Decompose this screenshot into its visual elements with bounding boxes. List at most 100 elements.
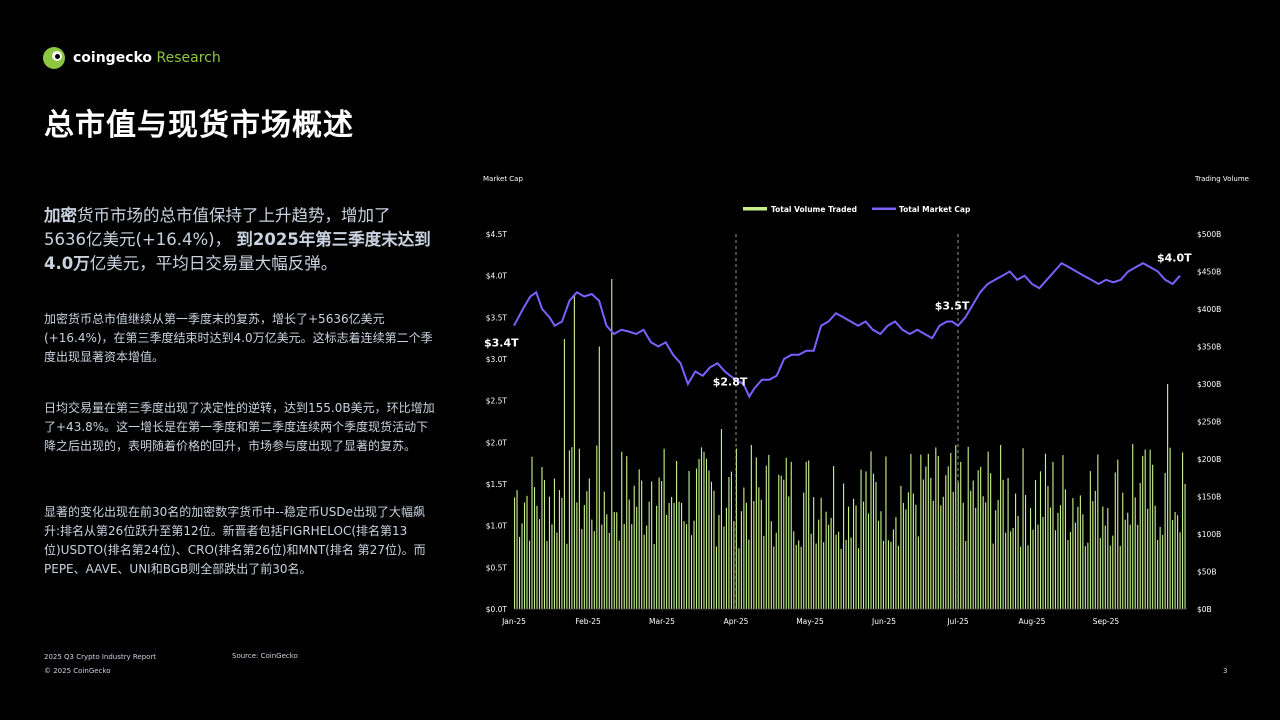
volume-bar xyxy=(840,548,842,609)
volume-bar xyxy=(526,495,528,609)
x-tick-label: May-25 xyxy=(796,617,824,626)
page-title: 总市值与现货市场概述 xyxy=(44,108,354,143)
volume-bar xyxy=(653,544,655,609)
volume-bar xyxy=(1182,452,1184,609)
volume-bar xyxy=(848,506,850,609)
volume-bar xyxy=(910,453,912,609)
volume-bar xyxy=(648,501,650,609)
volume-bar xyxy=(855,505,857,609)
volume-bar xyxy=(1067,540,1069,609)
volume-bar xyxy=(598,346,600,609)
volume-bar xyxy=(770,521,772,609)
volume-bar xyxy=(805,461,807,609)
volume-bar xyxy=(568,450,570,609)
volume-bar xyxy=(553,478,555,609)
brand-logo: coingecko Research xyxy=(43,47,221,69)
volume-bar xyxy=(857,548,860,609)
volume-bar xyxy=(865,471,867,609)
volume-bar xyxy=(613,512,615,609)
volume-bar xyxy=(977,470,979,609)
volume-bar xyxy=(738,548,740,609)
volume-bar xyxy=(815,543,817,609)
volume-bar xyxy=(803,492,805,609)
volume-bar xyxy=(957,482,959,609)
volume-bar xyxy=(703,451,705,609)
annotation-label: $3.4T xyxy=(484,337,519,350)
x-tick-label: Sep-25 xyxy=(1093,617,1120,626)
volume-bar xyxy=(1107,508,1109,609)
volume-bar xyxy=(1059,505,1061,609)
volume-bar xyxy=(763,535,765,609)
volume-bar xyxy=(1005,532,1007,609)
volume-bar xyxy=(576,502,578,609)
x-tick-label: Feb-25 xyxy=(575,617,601,626)
volume-bar xyxy=(930,477,932,609)
volume-bar xyxy=(925,466,927,609)
volume-bar xyxy=(551,524,553,609)
volume-bar xyxy=(967,446,969,609)
volume-bar xyxy=(875,481,877,609)
volume-bar xyxy=(666,514,668,609)
volume-bar xyxy=(1089,471,1091,609)
right-tick-label: $0B xyxy=(1197,605,1212,614)
volume-bar xyxy=(843,483,845,609)
volume-bar xyxy=(927,453,929,609)
volume-bar xyxy=(663,448,665,609)
volume-bar xyxy=(661,481,663,609)
volume-bar xyxy=(917,536,919,609)
volume-bar xyxy=(1052,461,1054,609)
volume-bar xyxy=(828,524,830,609)
volume-bar xyxy=(785,457,787,609)
volume-bar xyxy=(860,469,862,609)
volume-bar xyxy=(1112,535,1114,609)
volume-bar xyxy=(621,451,623,609)
volume-bar xyxy=(593,531,595,609)
volume-bar xyxy=(1047,486,1049,609)
volume-bar xyxy=(556,532,558,609)
volume-bar xyxy=(1137,524,1139,609)
volume-bar xyxy=(1087,542,1089,609)
volume-bar xyxy=(972,480,974,609)
volume-bar xyxy=(940,505,942,609)
volume-bar xyxy=(1027,545,1029,609)
volume-bar xyxy=(698,458,700,609)
volume-bar xyxy=(813,497,815,609)
volume-bar xyxy=(1092,501,1094,609)
volume-bar xyxy=(638,469,640,609)
volume-bar xyxy=(1147,508,1149,609)
volume-bar xyxy=(778,474,780,609)
volume-bar xyxy=(561,497,563,609)
volume-bar xyxy=(735,448,737,609)
legend-mcap-swatch xyxy=(872,207,896,210)
volume-bar xyxy=(1024,494,1027,609)
volume-bar xyxy=(531,456,533,609)
paragraph-volume: 日均交易量在第三季度出现了决定性的逆转，达到155.0B美元，环比增加了+43.… xyxy=(44,401,435,453)
volume-bar xyxy=(1049,507,1052,609)
volume-bar xyxy=(533,487,536,609)
volume-bar xyxy=(1079,495,1081,609)
volume-bar xyxy=(673,502,675,609)
volume-bar xyxy=(1104,525,1106,609)
footer-report: 2025 Q3 Crypto Industry Report xyxy=(44,653,157,661)
volume-bar xyxy=(1074,522,1076,609)
volume-bar xyxy=(728,476,730,609)
volume-bar xyxy=(573,294,575,609)
volume-bar xyxy=(965,541,967,609)
volume-bar xyxy=(1169,447,1171,609)
right-tick-label: $300B xyxy=(1197,380,1221,389)
volume-bar xyxy=(872,473,875,609)
volume-bar xyxy=(1002,479,1004,609)
volume-bar xyxy=(838,531,840,609)
volume-bar xyxy=(1179,532,1181,609)
volume-bar xyxy=(1044,453,1047,609)
volume-bar xyxy=(1172,520,1174,609)
right-tick-label: $250B xyxy=(1197,418,1221,427)
volume-bar xyxy=(790,461,792,609)
volume-bar xyxy=(558,490,560,609)
volume-bar xyxy=(521,523,523,609)
volume-bar xyxy=(922,479,924,609)
volume-bar xyxy=(523,502,526,609)
volume-bar xyxy=(1102,506,1104,609)
volume-bar xyxy=(1010,531,1012,609)
volume-bar xyxy=(1154,505,1156,609)
